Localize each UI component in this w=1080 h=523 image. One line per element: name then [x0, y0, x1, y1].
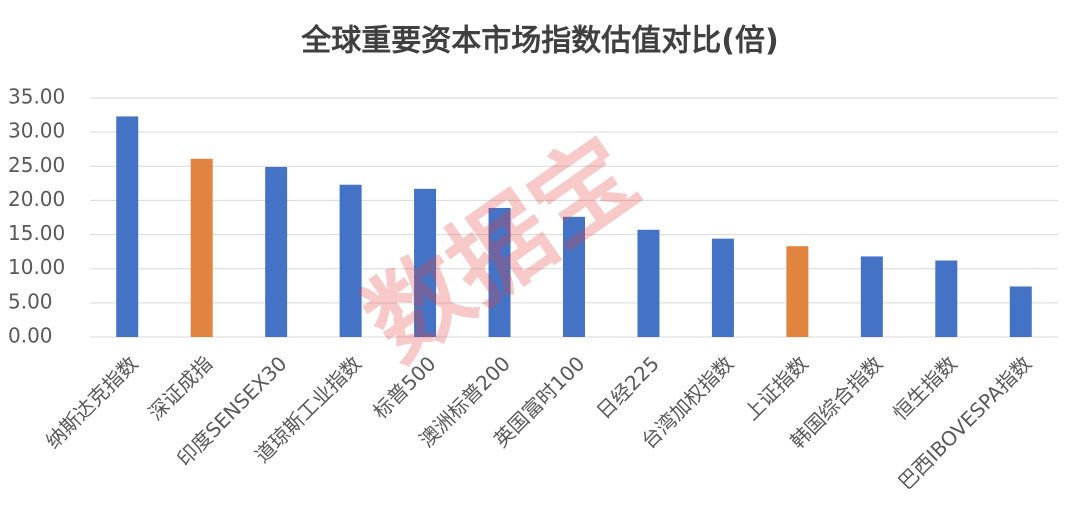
bar — [860, 256, 883, 337]
x-tick-label: 巴西IBOVESPA指数 — [893, 351, 1036, 494]
bar — [637, 229, 660, 337]
y-tick-label: 0.00 — [8, 324, 53, 348]
bar — [563, 216, 585, 337]
x-tick-label: 纳斯达克指数 — [41, 351, 143, 453]
bar — [786, 246, 809, 337]
watermark: 数据宝 — [344, 115, 657, 383]
x-tick-label: 日经225 — [592, 351, 664, 423]
chart-title: 全球重要资本市场指数估值对比(倍) — [300, 24, 778, 59]
bar — [1009, 286, 1032, 337]
x-tick-label: 上证指数 — [739, 351, 813, 425]
y-tick-label: 20.00 — [8, 187, 65, 211]
bar — [265, 166, 288, 337]
bar — [935, 260, 958, 337]
bar — [190, 158, 213, 337]
x-tick-label: 深证成指 — [144, 351, 218, 425]
x-tick-label: 恒生指数 — [888, 351, 962, 425]
bar — [488, 207, 511, 337]
y-tick-label: 15.00 — [8, 221, 65, 245]
y-tick-label: 5.00 — [8, 289, 53, 313]
bar — [414, 188, 437, 337]
y-tick-label: 35.00 — [8, 85, 65, 109]
bar — [339, 184, 362, 337]
y-tick-label: 25.00 — [8, 153, 65, 177]
bar — [116, 116, 139, 338]
y-tick-label: 30.00 — [8, 119, 65, 143]
bar — [711, 238, 734, 337]
y-tick-label: 10.00 — [8, 255, 65, 279]
